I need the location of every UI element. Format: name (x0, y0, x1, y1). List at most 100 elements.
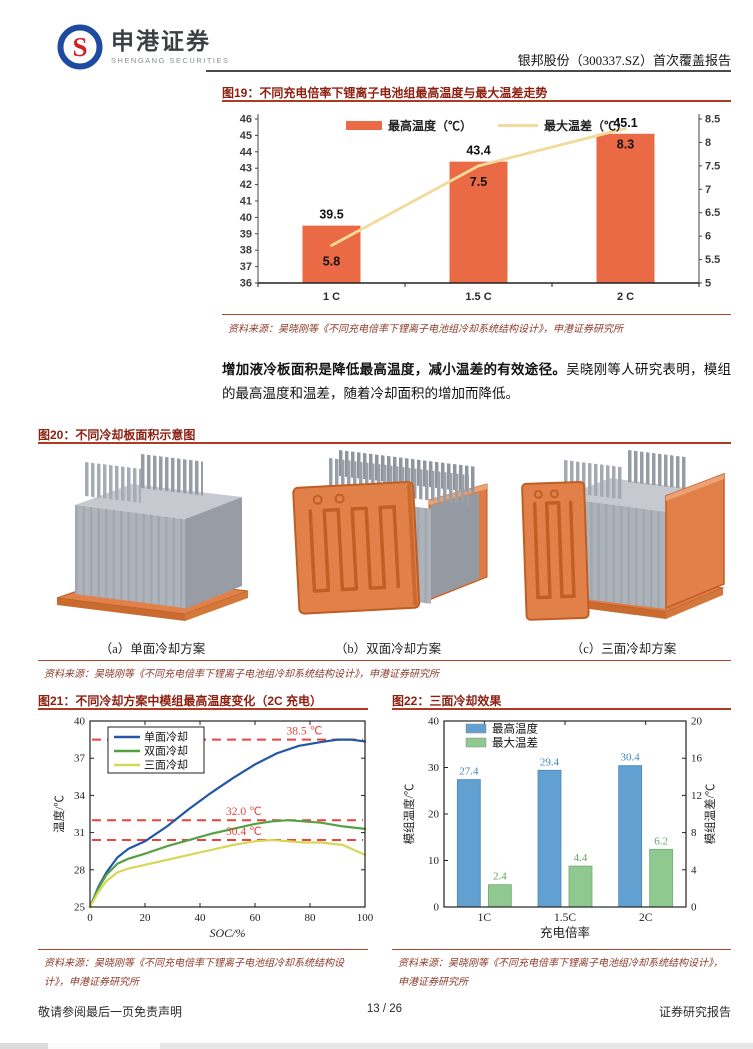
report-title: 银邦股份（300337.SZ）首次覆盖报告 (517, 53, 731, 68)
caption-scheme-c: （c）三面冷却方案 (570, 642, 677, 656)
svg-text:7: 7 (705, 184, 711, 196)
svg-text:1C: 1C (478, 912, 492, 924)
svg-text:30.4 ℃: 30.4 ℃ (226, 826, 262, 838)
svg-text:20: 20 (428, 809, 440, 821)
svg-text:7.5: 7.5 (470, 175, 487, 189)
svg-text:8.3: 8.3 (617, 137, 634, 151)
figure22-title-rule (392, 708, 731, 710)
body-paragraph: 增加液冷板面积是降低最高温度，减小温差的有效途径。吴晓刚等人研究表明，模组的最高… (222, 358, 731, 405)
svg-text:最大温差（℃）: 最大温差（℃） (544, 118, 628, 133)
svg-text:6.5: 6.5 (705, 207, 720, 219)
caption-scheme-a: （a）单面冷却方案 (99, 642, 206, 656)
svg-text:1 C: 1 C (323, 291, 340, 303)
svg-text:100: 100 (357, 912, 374, 924)
svg-text:2.4: 2.4 (493, 871, 507, 883)
svg-text:8.5: 8.5 (705, 114, 720, 126)
svg-text:39: 39 (240, 228, 252, 240)
figure19-title: 图19：不同充电倍率下锂离子电池组最高温度与最大温差走势 (222, 86, 548, 100)
svg-text:43.4: 43.4 (466, 144, 490, 158)
svg-text:8: 8 (705, 137, 711, 149)
figure20-captions: （a）单面冷却方案 （b）双面冷却方案 （c）三面冷却方案 (45, 638, 731, 657)
figure22-bar-chart: 27.4 2.4 1C 29.4 4.4 1.5C 30.4 6.2 2C 0 10 20 30 40 0 4… (402, 716, 717, 941)
svg-text:25: 25 (74, 902, 86, 914)
svg-text:6.2: 6.2 (654, 835, 668, 847)
figure21-source-rule (38, 949, 368, 950)
figure20-title: 图20：不同冷却板面积示意图 (38, 428, 196, 442)
svg-text:40: 40 (428, 716, 440, 728)
svg-text:38.5 ℃: 38.5 ℃ (287, 726, 323, 738)
svg-text:5: 5 (705, 278, 711, 290)
horizontal-scrollbar-thumb[interactable] (48, 1043, 160, 1049)
svg-text:37: 37 (74, 753, 86, 765)
svg-text:60: 60 (250, 912, 262, 924)
figure19-combo-chart: 36 37 38 39 40 41 42 43 44 45 46 5 5.5 6 6.5 7 7.5 8 8.5 39… (240, 114, 721, 304)
figure19-source: 资料来源：吴晓刚等《不同充电倍率下锂离子电池组冷却系统结构设计》，申港证券研究所 (228, 324, 623, 335)
horizontal-scrollbar[interactable] (0, 1043, 753, 1049)
svg-text:39.5: 39.5 (319, 208, 343, 222)
figure20-title-rule (38, 442, 731, 444)
svg-text:模组温差/℃: 模组温差/℃ (703, 783, 717, 844)
svg-text:20: 20 (691, 716, 703, 728)
svg-text:8: 8 (691, 827, 697, 839)
svg-text:40: 40 (195, 912, 207, 924)
svg-text:12: 12 (691, 790, 702, 802)
svg-text:2 C: 2 C (617, 291, 634, 303)
svg-text:44: 44 (240, 146, 253, 158)
header-rule (206, 70, 731, 72)
svg-text:40: 40 (240, 212, 252, 224)
svg-text:1.5 C: 1.5 C (465, 291, 491, 303)
figure20-images (45, 448, 731, 633)
svg-text:4.4: 4.4 (574, 852, 588, 864)
svg-text:41: 41 (240, 196, 252, 208)
svg-text:0: 0 (434, 902, 440, 914)
svg-text:45: 45 (240, 130, 252, 142)
figure20-source: 资料来源：吴晓刚等《不同充电倍率下锂离子电池组冷却系统结构设计》，申港证券研究所 (44, 669, 439, 680)
figure22-source: 资料来源：吴晓刚等《不同充电倍率下锂离子电池组冷却系统结构设计》，申港证券研究所 (398, 958, 723, 988)
svg-text:10: 10 (428, 855, 440, 867)
footer-report-type: 证券研究报告 (658, 1005, 731, 1019)
figure21-title-rule (38, 708, 368, 710)
svg-text:7.5: 7.5 (705, 160, 720, 172)
svg-text:单面冷却: 单面冷却 (144, 731, 188, 744)
svg-text:27.4: 27.4 (459, 766, 479, 778)
svg-text:43: 43 (240, 163, 252, 175)
svg-text:42: 42 (240, 179, 252, 191)
svg-text:0: 0 (691, 902, 697, 914)
svg-text:20: 20 (140, 912, 152, 924)
scrollbar-track-right (160, 1043, 753, 1049)
footer-page-number: 13 / 26 (366, 1003, 403, 1015)
svg-text:38: 38 (240, 245, 252, 257)
cooling-scheme-a-image (56, 454, 249, 621)
cooling-scheme-c-image (521, 450, 725, 621)
caption-scheme-b: （b）双面冷却方案 (334, 642, 442, 656)
svg-text:5.8: 5.8 (323, 255, 340, 269)
svg-text:0: 0 (87, 912, 93, 924)
svg-text:三面冷却: 三面冷却 (144, 759, 188, 772)
footer-disclaimer: 敬请参阅最后一页免责声明 (38, 1005, 183, 1019)
brand-name-cn: 申港证券 (111, 27, 211, 54)
svg-text:充电倍率: 充电倍率 (540, 925, 590, 940)
svg-text:36: 36 (240, 278, 252, 290)
cooling-scheme-b-image (291, 450, 487, 615)
figure19-title-rule (222, 100, 731, 102)
brand-logo: S 申港证券 SHENGANG SECURITIES (57, 24, 230, 70)
page-footer: 敬请参阅最后一页免责声明 13 / 26 证券研究报告 (38, 1003, 731, 1020)
figure21-title: 图21：不同冷却方案中模组最高温度变化（2C 充电） (38, 694, 323, 708)
svg-text:1.5C: 1.5C (554, 912, 576, 924)
svg-text:6: 6 (705, 231, 711, 243)
svg-text:模组温度/℃: 模组温度/℃ (402, 783, 416, 844)
figure21-source: 资料来源：吴晓刚等《不同充电倍率下锂离子电池组冷却系统结构设计》，申港证券研究所 (44, 958, 344, 988)
svg-text:最高温度（℃）: 最高温度（℃） (388, 118, 472, 133)
svg-text:37: 37 (240, 261, 252, 273)
svg-text:SOC/%: SOC/% (210, 926, 246, 940)
brand-logo-icon: S (57, 24, 103, 70)
svg-text:31: 31 (74, 827, 85, 839)
svg-text:40: 40 (74, 716, 86, 728)
brand-name-en: SHENGANG SECURITIES (111, 55, 230, 65)
svg-text:最高温度: 最高温度 (492, 722, 538, 736)
svg-text:2C: 2C (639, 912, 653, 924)
body-paragraph-rest: 吴晓刚等人研究表明，模组的最高温度和温差，随着冷却面积的增加而降低。 (222, 362, 732, 401)
svg-text:28: 28 (74, 864, 86, 876)
